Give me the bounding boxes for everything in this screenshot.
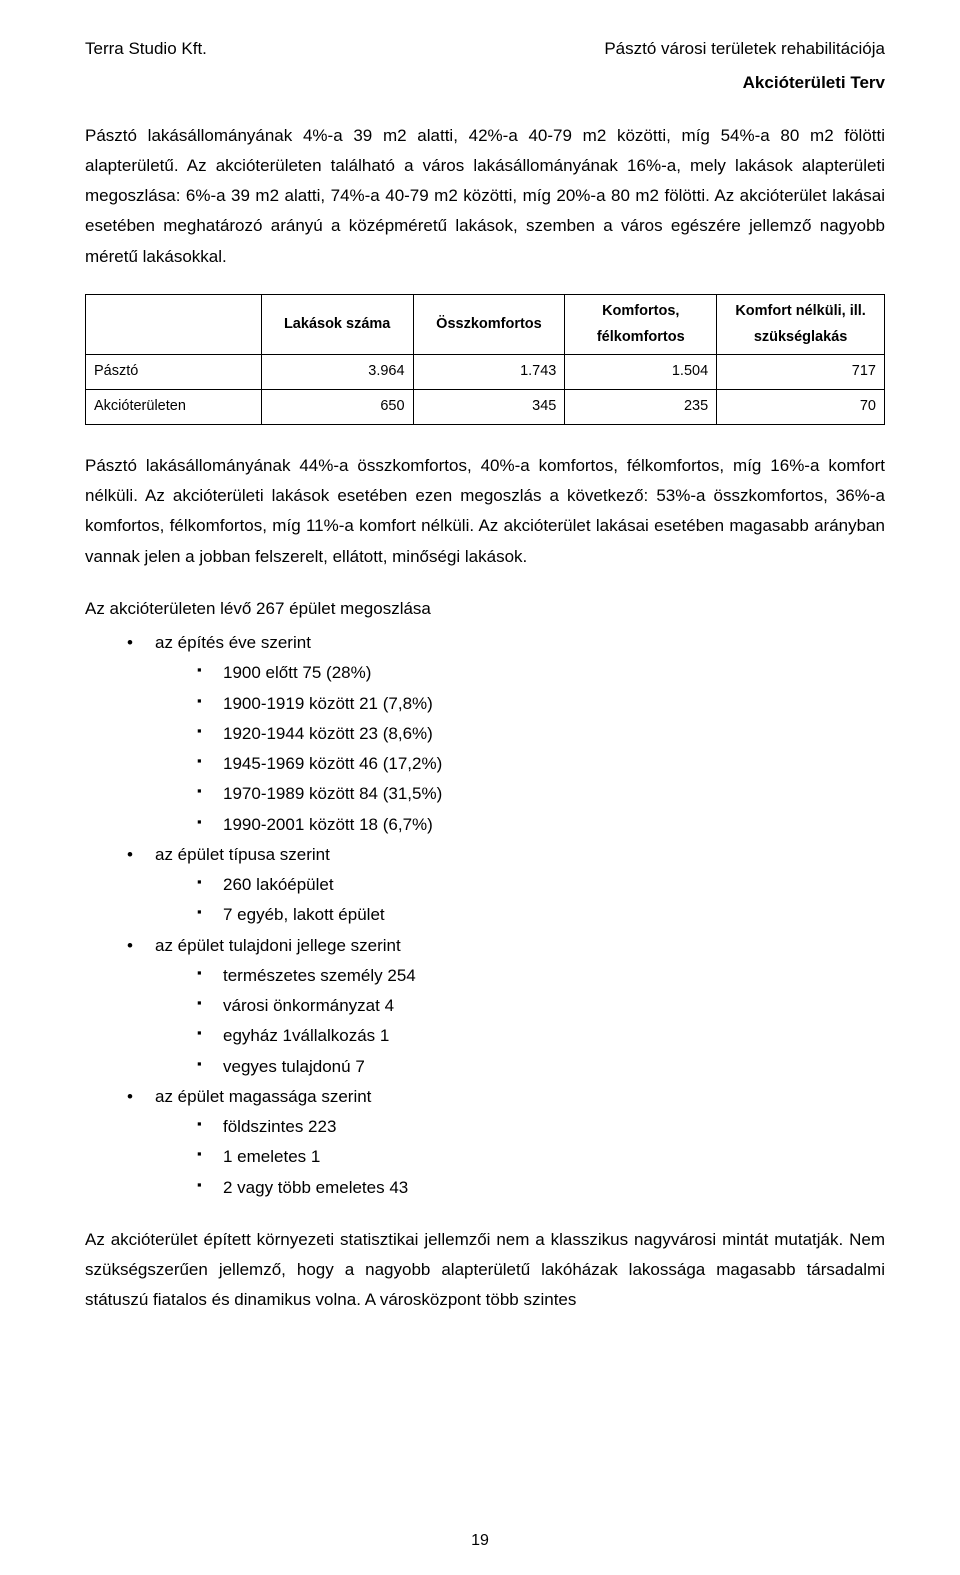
table-row: Pásztó3.9641.7431.504717 [86, 355, 885, 390]
table-header: Komfortos, félkomfortos [565, 294, 717, 355]
table-header: Komfort nélküli, ill. szükséglakás [717, 294, 885, 355]
list-item: 1990-2001 között 18 (6,7%) [197, 810, 885, 840]
list-item: földszintes 223 [197, 1112, 885, 1142]
list-group: az építés éve szerint 1900 előtt 75 (28%)… [127, 628, 885, 840]
list-group-label: az építés éve szerint [155, 633, 311, 652]
list-group-label: az épület tulajdoni jellege szerint [155, 936, 401, 955]
list-item: egyház 1vállalkozás 1 [197, 1021, 885, 1051]
paragraph-2: Pásztó lakásállományának 44%-a összkomfo… [85, 451, 885, 572]
table-cell: 70 [717, 390, 885, 425]
table-cell: 235 [565, 390, 717, 425]
header-left: Terra Studio Kft. [85, 34, 207, 64]
table-cell: 1.743 [413, 355, 565, 390]
list-item: 260 lakóépület [197, 870, 885, 900]
header-subtitle: Akcióterületi Terv [85, 68, 885, 98]
table-header: Lakások száma [261, 294, 413, 355]
page-number: 19 [0, 1527, 960, 1555]
table-header [86, 294, 262, 355]
list-item: 1945-1969 között 46 (17,2%) [197, 749, 885, 779]
list-intro: Az akcióterületen lévő 267 épület megosz… [85, 594, 885, 624]
list-item: 1 emeletes 1 [197, 1142, 885, 1172]
list-group-label: az épület típusa szerint [155, 845, 330, 864]
paragraph-3: Az akcióterület épített környezeti stati… [85, 1225, 885, 1316]
list-group-label: az épület magassága szerint [155, 1087, 371, 1106]
list-item: vegyes tulajdonú 7 [197, 1052, 885, 1082]
table-header: Összkomfortos [413, 294, 565, 355]
list-item: 7 egyéb, lakott épület [197, 900, 885, 930]
list-item: 1970-1989 között 84 (31,5%) [197, 779, 885, 809]
list-group: az épület magassága szerint földszintes 2… [127, 1082, 885, 1203]
list-item: 1900 előtt 75 (28%) [197, 658, 885, 688]
list-group: az épület típusa szerint 260 lakóépület7 … [127, 840, 885, 931]
table-row: Akcióterületen65034523570 [86, 390, 885, 425]
list-item: 2 vagy több emeletes 43 [197, 1173, 885, 1203]
header-right: Pásztó városi területek rehabilitációja [604, 34, 885, 64]
list-item: városi önkormányzat 4 [197, 991, 885, 1021]
table-cell: 717 [717, 355, 885, 390]
building-distribution-list: az építés éve szerint 1900 előtt 75 (28%)… [85, 628, 885, 1203]
list-item: 1920-1944 között 23 (8,6%) [197, 719, 885, 749]
list-item: természetes személy 254 [197, 961, 885, 991]
list-group: az épület tulajdoni jellege szerint termé… [127, 931, 885, 1082]
table-cell: 3.964 [261, 355, 413, 390]
table-cell: Akcióterületen [86, 390, 262, 425]
table-cell: 1.504 [565, 355, 717, 390]
table-cell: 345 [413, 390, 565, 425]
paragraph-1: Pásztó lakásállományának 4%-a 39 m2 alat… [85, 121, 885, 272]
list-item: 1900-1919 között 21 (7,8%) [197, 689, 885, 719]
table-cell: Pásztó [86, 355, 262, 390]
table-cell: 650 [261, 390, 413, 425]
housing-table: Lakások számaÖsszkomfortosKomfortos, fél… [85, 294, 885, 425]
